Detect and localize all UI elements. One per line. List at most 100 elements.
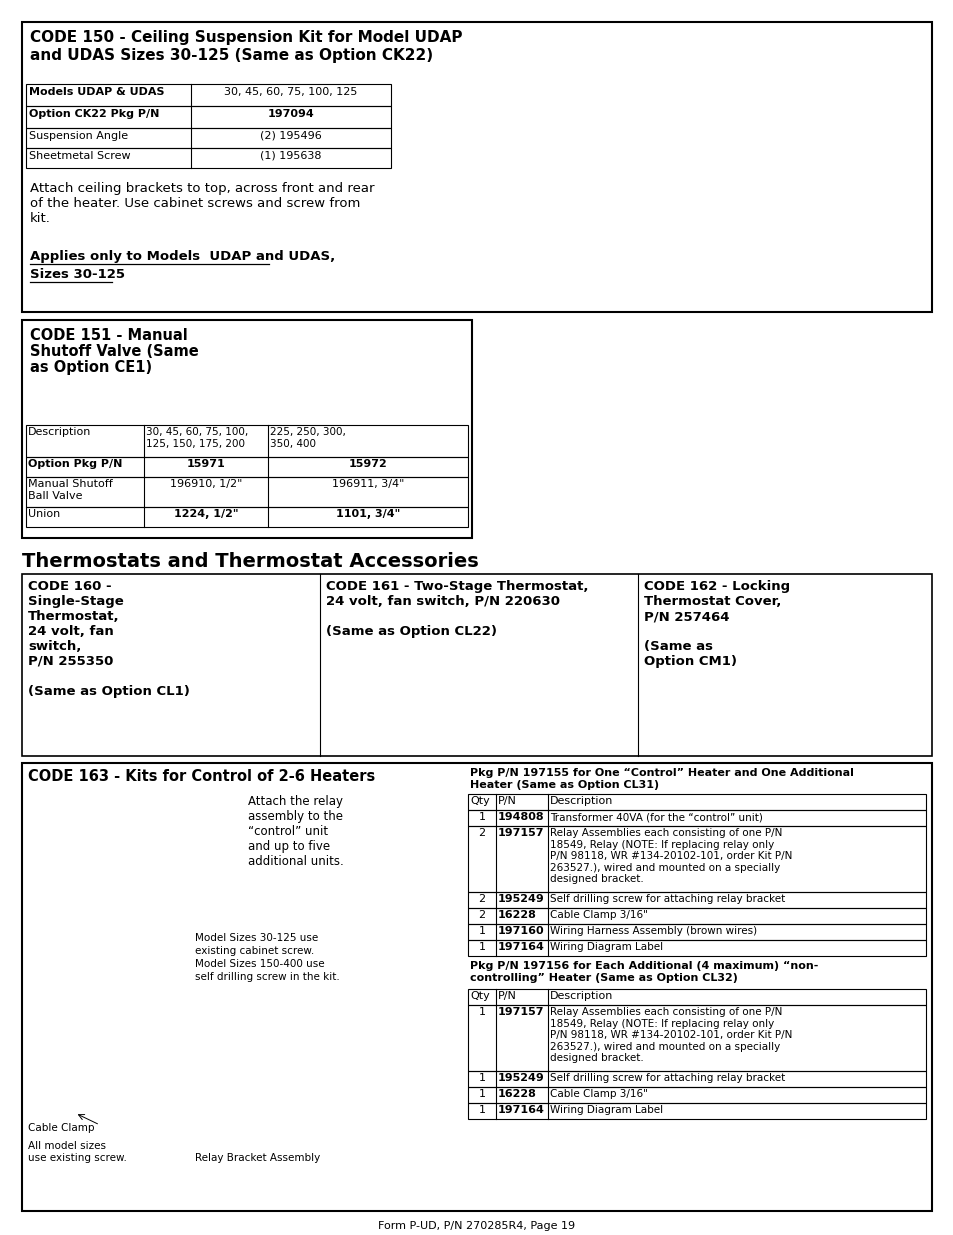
- Bar: [468, 924, 925, 940]
- Bar: [468, 940, 925, 956]
- Text: Form P-UD, P/N 270285R4, Page 19: Form P-UD, P/N 270285R4, Page 19: [378, 1221, 575, 1231]
- Text: P/N: P/N: [497, 797, 517, 806]
- Text: 1224, 1/2": 1224, 1/2": [173, 509, 238, 519]
- Bar: [26, 457, 468, 477]
- Text: 1101, 3/4": 1101, 3/4": [335, 509, 399, 519]
- Bar: [22, 763, 931, 1212]
- Bar: [468, 1071, 925, 1087]
- Text: 197157: 197157: [497, 1007, 544, 1016]
- Text: Attach the relay
assembly to the
“control” unit
and up to five
additional units.: Attach the relay assembly to the “contro…: [248, 795, 343, 868]
- Text: (2) 195496: (2) 195496: [260, 131, 321, 141]
- Text: 195249: 195249: [497, 1073, 544, 1083]
- Bar: [22, 320, 472, 538]
- Bar: [468, 1005, 925, 1071]
- Text: Relay Bracket Assembly: Relay Bracket Assembly: [194, 1153, 320, 1163]
- Text: Applies only to Models  UDAP and UDAS,: Applies only to Models UDAP and UDAS,: [30, 249, 335, 263]
- Text: Transformer 40VA (for the “control” unit): Transformer 40VA (for the “control” unit…: [550, 811, 762, 823]
- Text: 194808: 194808: [497, 811, 544, 823]
- Text: 1: 1: [478, 1105, 485, 1115]
- Bar: [468, 794, 925, 810]
- Text: 195249: 195249: [497, 894, 544, 904]
- Text: self drilling screw in the kit.: self drilling screw in the kit.: [194, 972, 339, 982]
- Text: P/N: P/N: [497, 990, 517, 1002]
- Text: Shutoff Valve (Same: Shutoff Valve (Same: [30, 345, 198, 359]
- Bar: [468, 1087, 925, 1103]
- Text: Model Sizes 30-125 use: Model Sizes 30-125 use: [194, 932, 318, 944]
- Text: as Option CE1): as Option CE1): [30, 359, 152, 375]
- Text: All model sizes
use existing screw.: All model sizes use existing screw.: [28, 1141, 127, 1162]
- Text: Option Pkg P/N: Option Pkg P/N: [28, 459, 122, 469]
- Bar: [26, 84, 391, 106]
- Text: 15972: 15972: [348, 459, 387, 469]
- Text: Model Sizes 150-400 use: Model Sizes 150-400 use: [194, 960, 324, 969]
- Text: 225, 250, 300,
350, 400: 225, 250, 300, 350, 400: [270, 427, 346, 448]
- Text: 1: 1: [478, 942, 485, 952]
- Text: CODE 161 - Two-Stage Thermostat,
24 volt, fan switch, P/N 220630

(Same as Optio: CODE 161 - Two-Stage Thermostat, 24 volt…: [326, 580, 588, 638]
- Text: 16228: 16228: [497, 1089, 537, 1099]
- Text: CODE 162 - Locking
Thermostat Cover,
P/N 257464

(Same as
Option CM1): CODE 162 - Locking Thermostat Cover, P/N…: [643, 580, 789, 668]
- Text: Union: Union: [28, 509, 60, 519]
- Text: and UDAS Sizes 30-125 (Same as Option CK22): and UDAS Sizes 30-125 (Same as Option CK…: [30, 48, 433, 63]
- Text: Self drilling screw for attaching relay bracket: Self drilling screw for attaching relay …: [550, 1073, 784, 1083]
- Text: CODE 163 - Kits for Control of 2-6 Heaters: CODE 163 - Kits for Control of 2-6 Heate…: [28, 769, 375, 784]
- Text: 2: 2: [478, 827, 485, 839]
- Text: Pkg P/N 197156 for Each Additional (4 maximum) “non-: Pkg P/N 197156 for Each Additional (4 ma…: [470, 961, 818, 971]
- Text: 15971: 15971: [187, 459, 225, 469]
- Text: Heater (Same as Option CL31): Heater (Same as Option CL31): [470, 781, 659, 790]
- Text: CODE 151 - Manual: CODE 151 - Manual: [30, 329, 188, 343]
- Bar: [468, 1103, 925, 1119]
- Text: Thermostats and Thermostat Accessories: Thermostats and Thermostat Accessories: [22, 552, 478, 571]
- Text: 16228: 16228: [497, 910, 537, 920]
- Text: (1) 195638: (1) 195638: [260, 151, 321, 161]
- Text: Self drilling screw for attaching relay bracket: Self drilling screw for attaching relay …: [550, 894, 784, 904]
- Text: Cable Clamp: Cable Clamp: [28, 1123, 94, 1132]
- Text: Cable Clamp 3/16": Cable Clamp 3/16": [550, 910, 647, 920]
- Bar: [26, 477, 468, 508]
- Text: 1: 1: [478, 1073, 485, 1083]
- Text: 197164: 197164: [497, 1105, 544, 1115]
- Text: 197160: 197160: [497, 926, 544, 936]
- Bar: [26, 148, 391, 168]
- Text: Description: Description: [550, 797, 613, 806]
- Text: Pkg P/N 197155 for One “Control” Heater and One Additional: Pkg P/N 197155 for One “Control” Heater …: [470, 768, 853, 778]
- Text: 1: 1: [478, 926, 485, 936]
- Text: 2: 2: [478, 910, 485, 920]
- Text: Suspension Angle: Suspension Angle: [29, 131, 128, 141]
- Text: CODE 160 -
Single-Stage
Thermostat,
24 volt, fan
switch,
P/N 255350

(Same as Op: CODE 160 - Single-Stage Thermostat, 24 v…: [28, 580, 190, 698]
- Text: 30, 45, 60, 75, 100, 125: 30, 45, 60, 75, 100, 125: [224, 86, 357, 98]
- Text: Wiring Harness Assembly (brown wires): Wiring Harness Assembly (brown wires): [550, 926, 757, 936]
- Bar: [26, 106, 391, 128]
- Text: 1: 1: [478, 1007, 485, 1016]
- Text: Wiring Diagram Label: Wiring Diagram Label: [550, 942, 662, 952]
- Bar: [468, 826, 925, 892]
- Text: Relay Assemblies each consisting of one P/N
18549, Relay (NOTE: If replacing rel: Relay Assemblies each consisting of one …: [550, 1007, 792, 1063]
- Text: 1: 1: [478, 1089, 485, 1099]
- Text: Description: Description: [550, 990, 613, 1002]
- Bar: [22, 22, 931, 312]
- Text: Qty: Qty: [470, 990, 489, 1002]
- Text: Option CK22 Pkg P/N: Option CK22 Pkg P/N: [29, 109, 159, 119]
- Bar: [26, 425, 468, 457]
- Text: Attach ceiling brackets to top, across front and rear
of the heater. Use cabinet: Attach ceiling brackets to top, across f…: [30, 182, 375, 225]
- Text: Relay Assemblies each consisting of one P/N
18549, Relay (NOTE: If replacing rel: Relay Assemblies each consisting of one …: [550, 827, 792, 884]
- Bar: [468, 908, 925, 924]
- Text: Sizes 30-125: Sizes 30-125: [30, 268, 130, 282]
- Text: CODE 150 - Ceiling Suspension Kit for Model UDAP: CODE 150 - Ceiling Suspension Kit for Mo…: [30, 30, 462, 44]
- Bar: [22, 574, 931, 756]
- Bar: [26, 508, 468, 527]
- Text: Wiring Diagram Label: Wiring Diagram Label: [550, 1105, 662, 1115]
- Text: 197157: 197157: [497, 827, 544, 839]
- Bar: [468, 810, 925, 826]
- Text: 197094: 197094: [268, 109, 314, 119]
- Text: existing cabinet screw.: existing cabinet screw.: [194, 946, 314, 956]
- Text: Cable Clamp 3/16": Cable Clamp 3/16": [550, 1089, 647, 1099]
- Bar: [26, 128, 391, 148]
- Text: 1: 1: [478, 811, 485, 823]
- Bar: [468, 989, 925, 1005]
- Text: Manual Shutoff
Ball Valve: Manual Shutoff Ball Valve: [28, 479, 112, 500]
- Text: 197164: 197164: [497, 942, 544, 952]
- Text: Description: Description: [28, 427, 91, 437]
- Text: controlling” Heater (Same as Option CL32): controlling” Heater (Same as Option CL32…: [470, 973, 737, 983]
- Text: 30, 45, 60, 75, 100,
125, 150, 175, 200: 30, 45, 60, 75, 100, 125, 150, 175, 200: [146, 427, 248, 448]
- Text: 196911, 3/4": 196911, 3/4": [332, 479, 404, 489]
